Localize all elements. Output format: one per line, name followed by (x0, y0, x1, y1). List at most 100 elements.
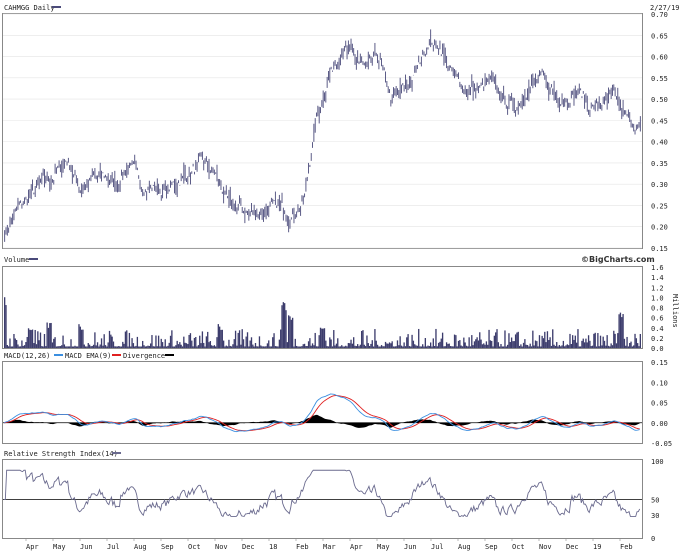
rsi-tick-label: 50 (651, 497, 659, 505)
volume-bar (280, 329, 282, 348)
macd-legend-ema: MACD EMA(9) (65, 352, 111, 360)
volume-bar (19, 346, 22, 348)
volume-bar (66, 346, 68, 348)
volume-bar (386, 343, 388, 348)
volume-bar (217, 324, 219, 348)
volume-bar (197, 345, 200, 348)
rsi-legend-swatch (112, 452, 121, 454)
volume-bar (155, 335, 157, 348)
volume-bar (30, 330, 32, 348)
volume-bar (33, 343, 35, 348)
volume-bar (260, 345, 262, 348)
volume-bar (379, 346, 381, 348)
volume-bar (457, 340, 460, 348)
volume-bar (512, 341, 514, 348)
volume-bar (408, 346, 411, 348)
volume-bar (581, 340, 583, 348)
x-tick-label: Feb (620, 543, 633, 551)
volume-bar (445, 342, 448, 348)
price-tick-label: 0.45 (651, 117, 668, 125)
rsi-panel: Relative Strength Index(14) 100 50 30 0 (2, 450, 664, 543)
volume-bar (291, 317, 294, 348)
volume-bar (281, 305, 283, 348)
volume-bar (568, 345, 570, 348)
volume-bar (91, 346, 93, 348)
volume-bar (399, 336, 401, 348)
volume-bar (485, 341, 488, 348)
volume-bar (322, 328, 324, 348)
volume-bar (521, 346, 523, 348)
volume-bar (583, 342, 586, 348)
volume-bar (282, 302, 285, 348)
volume-bar (347, 343, 350, 348)
volume-bar (83, 344, 85, 348)
volume-bar (394, 346, 396, 348)
volume-bar (594, 332, 596, 348)
volume-bar (127, 346, 129, 348)
volume-bar (428, 346, 430, 348)
volume-bar (338, 346, 340, 348)
volume-bar (193, 337, 196, 348)
volume-bar (17, 344, 19, 348)
volume-bar (96, 342, 99, 348)
volume-bar (192, 346, 194, 348)
volume-bar (73, 346, 75, 348)
volume-bar (115, 346, 117, 348)
volume-bar (321, 328, 323, 348)
volume-bar (41, 346, 43, 348)
volume-bar (411, 334, 413, 348)
volume-bar (395, 346, 397, 348)
volume-bar (189, 333, 192, 348)
volume-bar (429, 342, 432, 348)
macd-tick-label: 0.00 (651, 420, 668, 428)
volume-bar (5, 305, 7, 348)
price-tick-label: 0.35 (651, 160, 668, 168)
volume-bar (209, 341, 212, 348)
volume-bar (29, 329, 31, 348)
volume-bar (199, 335, 201, 348)
volume-bar (433, 346, 436, 348)
volume-bar (488, 329, 490, 348)
x-tick-label: Sep (161, 543, 174, 551)
volume-bar (55, 346, 58, 348)
volume-bar (163, 346, 165, 348)
volume-bar (452, 346, 454, 348)
rsi-lines (3, 469, 642, 518)
volume-bar (537, 346, 539, 348)
volume-bar (508, 333, 510, 348)
volume-bar (277, 346, 279, 348)
volume-bar (334, 345, 336, 348)
volume-bar (435, 328, 437, 348)
volume-bar (92, 344, 95, 348)
volume-bar (449, 346, 452, 348)
volume-bar (360, 330, 363, 348)
price-tick-label: 0.70 (651, 11, 668, 19)
macd-panel: MACD(12,26) MACD EMA(9) Divergence 0.150… (2, 352, 672, 448)
volume-bar (626, 336, 628, 348)
volume-bar (532, 330, 534, 348)
volume-bar (47, 327, 50, 348)
volume-bar (618, 314, 620, 348)
volume-bar (42, 346, 44, 348)
volume-bar (529, 343, 531, 348)
volume-bar (346, 346, 348, 348)
volume-bar (142, 340, 144, 348)
volume-bar (270, 346, 273, 348)
volume-bar (250, 337, 253, 348)
volume-bar (69, 346, 71, 348)
rsi-tick-label: 30 (651, 512, 659, 520)
volume-bar (339, 346, 342, 348)
volume-bar (633, 345, 635, 348)
volume-bar (513, 341, 515, 348)
volume-bar (57, 346, 59, 348)
volume-bar (326, 346, 328, 348)
volume-bar (556, 342, 558, 348)
volume-bar (159, 346, 161, 348)
volume-bar (309, 338, 311, 348)
volume-bar (303, 343, 306, 348)
volume-bar (278, 339, 281, 348)
volume-tick-label: 0.4 (651, 325, 664, 333)
macd-legend-swatch-black (165, 354, 174, 356)
volume-bar (256, 346, 258, 348)
